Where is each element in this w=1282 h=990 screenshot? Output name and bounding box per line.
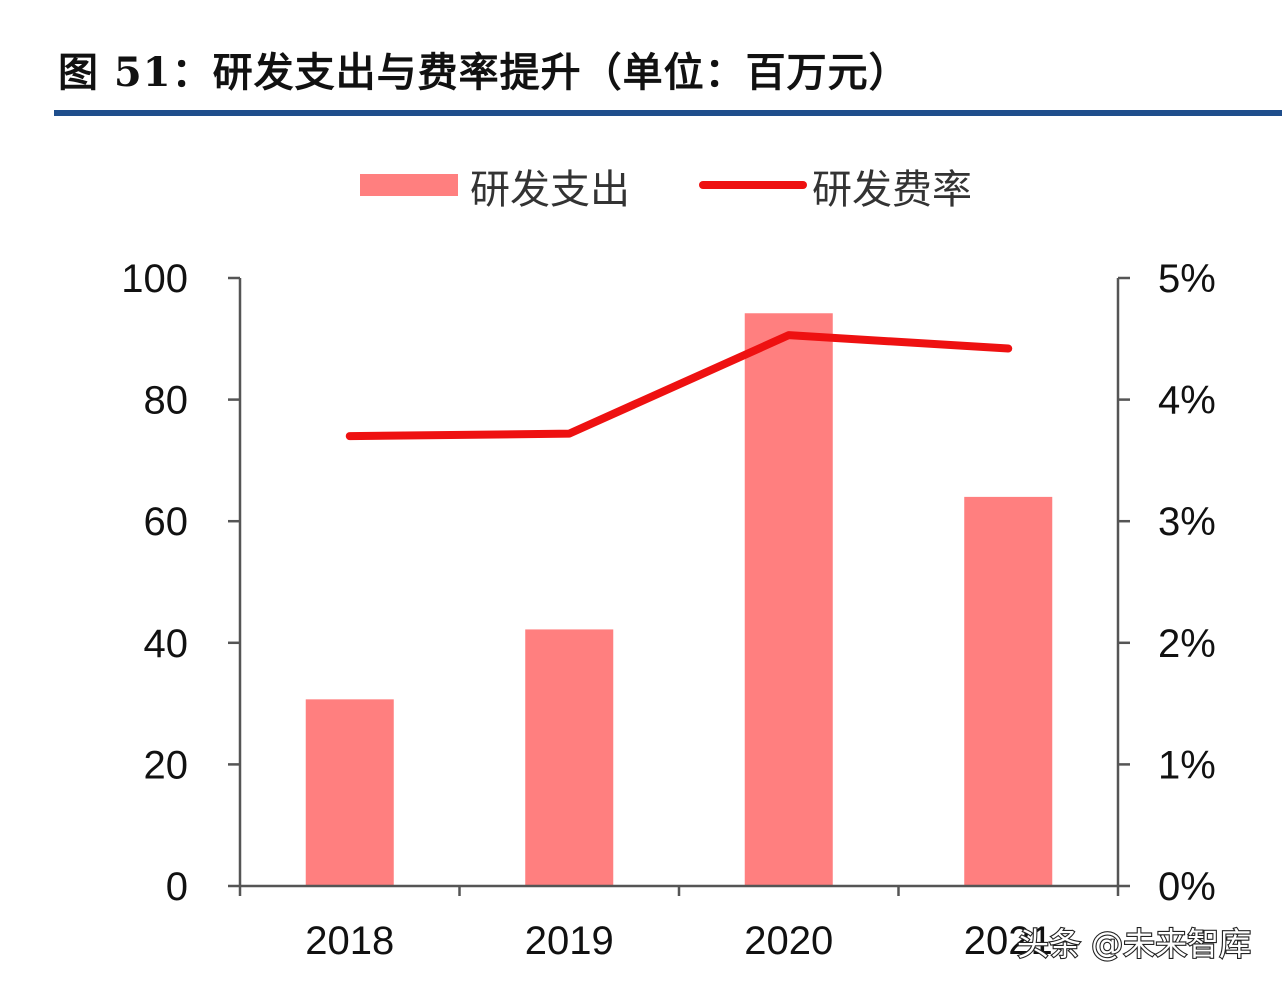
x-tick-label: 2021 [964,919,1053,963]
x-tick-label: 2020 [744,919,833,963]
axes-layer [238,278,1120,896]
bars-layer [305,313,1053,886]
title-rule [54,110,1282,116]
right-tick-label: 5% [1158,257,1216,301]
right-axis-ticks: 0% 1% 2% 3% 4% 5% [1118,257,1216,909]
x-axis-ticks: 2018 2019 2020 2021 [305,919,1052,963]
x-tick-label: 2018 [305,919,394,963]
x-tick-label: 2019 [525,919,614,963]
left-tick-label: 60 [144,500,189,544]
bar-2019 [525,629,614,886]
right-tick-label: 1% [1158,743,1216,787]
legend-label-bar: 研发支出 [470,167,630,213]
left-tick-label: 20 [144,743,189,787]
legend-bar-swatch [360,174,458,196]
line-series-rate [345,331,1013,441]
right-tick-label: 4% [1158,379,1216,423]
left-tick-label: 0 [166,865,188,909]
left-tick-label: 100 [121,257,188,301]
watermark: 头条 @未来智库 [1017,925,1251,963]
line-layer [345,331,1013,441]
left-tick-label: 80 [144,379,189,423]
figure-title: 图 51：研发支出与费率提升（单位：百万元） [58,49,910,96]
bar-2018 [305,699,394,886]
bar-2021H [964,496,1053,886]
left-tick-label: 40 [144,622,189,666]
right-tick-label: 0% [1158,865,1216,909]
bar-2020 [744,313,833,886]
right-tick-label: 2% [1158,622,1216,666]
legend: 研发支出 研发费率 [360,167,972,213]
legend-label-line: 研发费率 [812,167,972,213]
right-tick-label: 3% [1158,500,1216,544]
left-axis-ticks: 0 20 40 60 80 100 [121,257,240,909]
